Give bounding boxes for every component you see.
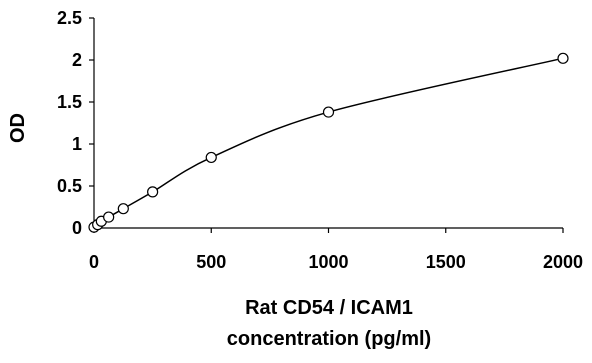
x-tick-label: 2000 [543,252,583,272]
y-axis-title: OD [7,113,29,143]
data-point [205,151,217,164]
x-tick-label: 1500 [426,252,466,272]
x-tick-label: 1000 [308,252,348,272]
data-point [147,186,159,198]
x-tick-label: 0 [89,252,99,272]
y-tick-label: 0 [72,218,82,238]
y-tick-label: 1.5 [57,92,82,112]
fit-curve [93,57,564,228]
y-tick-label: 0.5 [57,176,82,196]
x-axis-title-line-1: Rat CD54 / ICAM1 [245,297,413,319]
x-tick-label: 500 [196,252,226,272]
y-tick-label: 1 [72,134,82,154]
y-tick-label: 2 [72,50,82,70]
data-points [88,52,569,233]
data-point [103,211,115,223]
fit-curve-group [93,57,564,228]
data-point [557,52,569,64]
x-axis-title-line-2: concentration (pg/ml) [227,328,431,350]
data-point [117,203,129,215]
y-tick-label: 2.5 [57,8,82,28]
axes [89,17,564,233]
tick-labels: 0 0.5 1 1.5 2 2.5 0 500 1000 1500 2000 [57,8,583,272]
data-point [322,106,335,118]
